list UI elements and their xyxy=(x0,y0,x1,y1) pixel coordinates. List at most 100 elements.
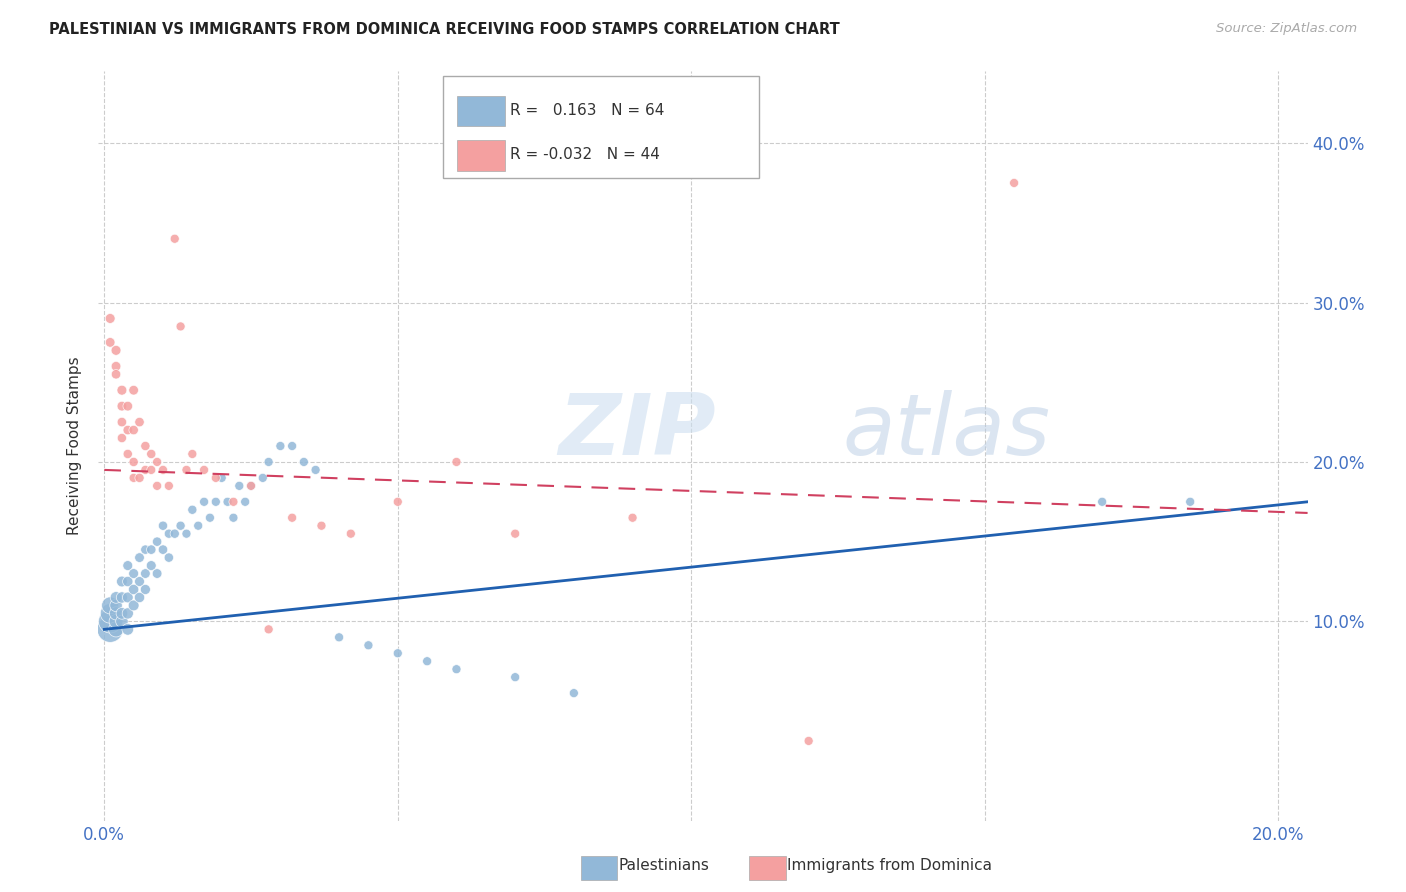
Point xyxy=(146,455,169,469)
Point xyxy=(169,319,191,334)
Point xyxy=(252,471,274,485)
Point xyxy=(146,566,169,581)
Point xyxy=(105,599,128,613)
Point xyxy=(117,591,139,605)
Point xyxy=(163,526,186,541)
Point xyxy=(152,463,174,477)
Point xyxy=(240,479,263,493)
Point xyxy=(117,423,139,437)
Point xyxy=(105,615,128,629)
Point xyxy=(105,343,128,358)
Point xyxy=(128,415,150,429)
Point xyxy=(122,582,145,597)
Point xyxy=(141,558,163,573)
Point xyxy=(187,518,209,533)
Point xyxy=(122,599,145,613)
Point xyxy=(797,734,820,748)
Point xyxy=(240,479,263,493)
Point xyxy=(328,630,350,644)
Point xyxy=(122,471,145,485)
Point xyxy=(117,399,139,413)
Point xyxy=(621,510,644,524)
Point xyxy=(134,439,156,453)
Point xyxy=(193,495,215,509)
Point xyxy=(503,670,526,684)
Point xyxy=(176,526,198,541)
Point xyxy=(562,686,585,700)
Point xyxy=(128,471,150,485)
Point xyxy=(105,359,128,374)
Point xyxy=(98,335,121,350)
Point xyxy=(117,623,139,637)
Point xyxy=(181,447,204,461)
Point xyxy=(122,383,145,397)
Point xyxy=(111,615,134,629)
Point xyxy=(111,383,134,397)
Point xyxy=(163,232,186,246)
Point xyxy=(111,415,134,429)
Text: Source: ZipAtlas.com: Source: ZipAtlas.com xyxy=(1216,22,1357,36)
Point xyxy=(146,479,169,493)
Text: R =   0.163   N = 64: R = 0.163 N = 64 xyxy=(510,103,665,118)
Point xyxy=(98,615,121,629)
Point xyxy=(269,439,291,453)
Point xyxy=(204,495,226,509)
Point xyxy=(98,607,121,621)
Point xyxy=(387,495,409,509)
Point xyxy=(157,550,180,565)
Point xyxy=(134,463,156,477)
Point xyxy=(281,439,304,453)
Point xyxy=(128,550,150,565)
Point xyxy=(340,526,363,541)
Point xyxy=(117,558,139,573)
Text: Palestinians: Palestinians xyxy=(619,858,710,872)
Point xyxy=(98,623,121,637)
Point xyxy=(117,447,139,461)
Point xyxy=(105,623,128,637)
Point xyxy=(146,534,169,549)
Point xyxy=(98,311,121,326)
Point xyxy=(416,654,439,668)
Point xyxy=(176,463,198,477)
Point xyxy=(1091,495,1114,509)
Point xyxy=(1180,495,1202,509)
Point xyxy=(228,479,250,493)
Point xyxy=(217,495,239,509)
Text: ZIP: ZIP xyxy=(558,390,716,473)
Y-axis label: Receiving Food Stamps: Receiving Food Stamps xyxy=(67,357,83,535)
Point xyxy=(211,471,233,485)
Point xyxy=(222,495,245,509)
Text: Immigrants from Dominica: Immigrants from Dominica xyxy=(787,858,993,872)
Point xyxy=(157,479,180,493)
Point xyxy=(152,518,174,533)
Point xyxy=(387,646,409,660)
Point xyxy=(233,495,256,509)
Point xyxy=(292,455,315,469)
Point xyxy=(111,607,134,621)
Text: PALESTINIAN VS IMMIGRANTS FROM DOMINICA RECEIVING FOOD STAMPS CORRELATION CHART: PALESTINIAN VS IMMIGRANTS FROM DOMINICA … xyxy=(49,22,839,37)
Text: atlas: atlas xyxy=(842,390,1050,473)
Point xyxy=(181,502,204,516)
Point xyxy=(198,510,221,524)
Point xyxy=(105,368,128,382)
Point xyxy=(134,582,156,597)
Point xyxy=(117,574,139,589)
Point xyxy=(117,607,139,621)
Point xyxy=(105,607,128,621)
Point xyxy=(257,623,280,637)
Point xyxy=(281,510,304,524)
Point xyxy=(111,591,134,605)
Point xyxy=(128,591,150,605)
Point xyxy=(134,566,156,581)
Point xyxy=(169,518,191,533)
Point xyxy=(111,431,134,445)
Point xyxy=(105,591,128,605)
Point xyxy=(141,542,163,557)
Point xyxy=(357,638,380,652)
Point xyxy=(503,526,526,541)
Point xyxy=(128,574,150,589)
Point xyxy=(157,526,180,541)
Point xyxy=(152,542,174,557)
Point xyxy=(1002,176,1025,190)
Point xyxy=(122,455,145,469)
